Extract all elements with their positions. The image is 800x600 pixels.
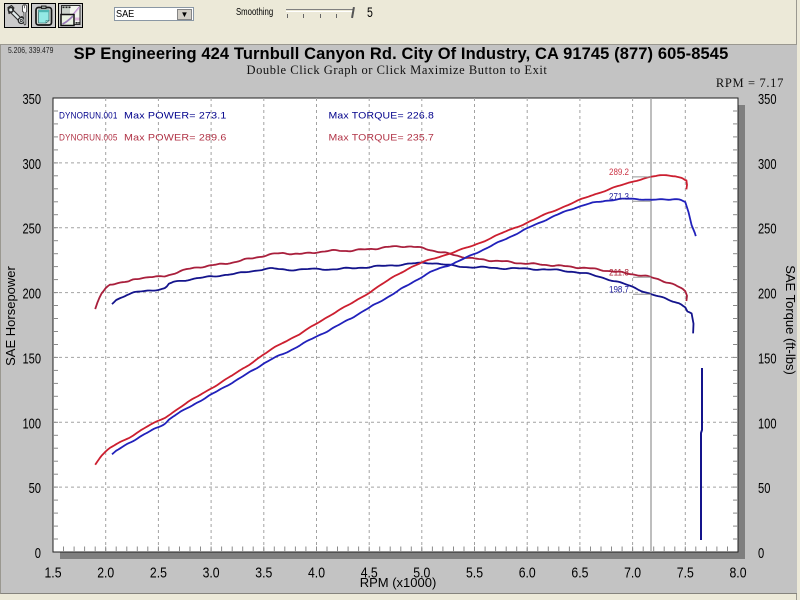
svg-text:6.5: 6.5 bbox=[571, 565, 588, 582]
svg-text:7.5: 7.5 bbox=[677, 565, 694, 582]
svg-text:DYNORUN.001: DYNORUN.001 bbox=[59, 111, 118, 121]
svg-text:350: 350 bbox=[23, 91, 42, 108]
svg-text:300: 300 bbox=[758, 156, 777, 173]
svg-text:271.3: 271.3 bbox=[609, 192, 629, 202]
svg-text:3.5: 3.5 bbox=[255, 565, 272, 582]
svg-text:50: 50 bbox=[758, 480, 770, 497]
svg-text:Max TORQUE= 235.7: Max TORQUE= 235.7 bbox=[329, 133, 435, 143]
svg-text:289.2: 289.2 bbox=[609, 167, 629, 177]
svg-text:6.0: 6.0 bbox=[519, 565, 536, 582]
svg-text:0: 0 bbox=[758, 545, 764, 562]
svg-text:100: 100 bbox=[758, 415, 777, 432]
svg-text:4.0: 4.0 bbox=[308, 565, 325, 582]
svg-text:211.8: 211.8 bbox=[609, 268, 629, 278]
svg-text:Max POWER= 289.6: Max POWER= 289.6 bbox=[124, 133, 227, 143]
svg-text:300: 300 bbox=[23, 156, 42, 173]
svg-text:200: 200 bbox=[758, 286, 777, 303]
svg-text:5.0: 5.0 bbox=[413, 565, 430, 582]
svg-text:0: 0 bbox=[35, 545, 41, 562]
svg-text:1.5: 1.5 bbox=[45, 565, 62, 582]
svg-text:4.5: 4.5 bbox=[361, 565, 378, 582]
svg-text:250: 250 bbox=[758, 221, 777, 238]
svg-text:7.0: 7.0 bbox=[624, 565, 641, 582]
svg-text:SAE Horsepower: SAE Horsepower bbox=[3, 265, 18, 365]
svg-text:8.0: 8.0 bbox=[730, 565, 747, 582]
svg-text:DYNORUN.005: DYNORUN.005 bbox=[59, 133, 118, 143]
svg-text:100: 100 bbox=[23, 415, 42, 432]
svg-text:250: 250 bbox=[23, 221, 42, 238]
svg-text:150: 150 bbox=[23, 350, 42, 367]
svg-text:SAE Torque (ft-lbs): SAE Torque (ft-lbs) bbox=[783, 265, 798, 375]
svg-text:3.0: 3.0 bbox=[203, 565, 220, 582]
svg-text:2.5: 2.5 bbox=[150, 565, 167, 582]
svg-text:50: 50 bbox=[29, 480, 41, 497]
svg-text:150: 150 bbox=[758, 350, 777, 367]
svg-text:Max TORQUE= 226.8: Max TORQUE= 226.8 bbox=[329, 111, 435, 121]
svg-text:198.7: 198.7 bbox=[609, 285, 629, 295]
svg-text:2.0: 2.0 bbox=[97, 565, 114, 582]
svg-text:Max POWER= 273.1: Max POWER= 273.1 bbox=[124, 111, 227, 121]
svg-text:RPM (x1000): RPM (x1000) bbox=[360, 575, 437, 590]
svg-text:5.5: 5.5 bbox=[466, 565, 483, 582]
svg-text:350: 350 bbox=[758, 91, 777, 108]
svg-text:200: 200 bbox=[23, 286, 42, 303]
